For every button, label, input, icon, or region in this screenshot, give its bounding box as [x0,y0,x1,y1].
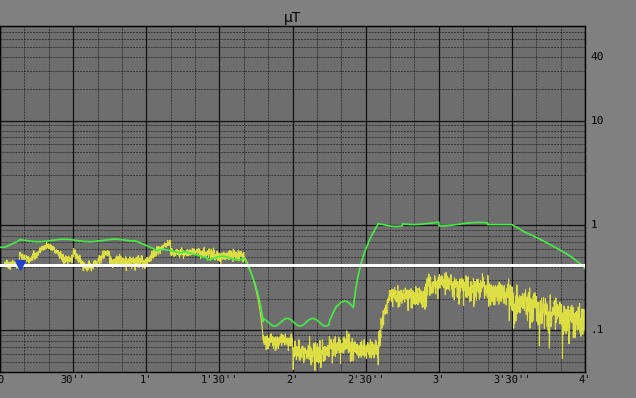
Text: 1: 1 [591,220,597,230]
Text: 40: 40 [591,53,604,62]
Text: .1: .1 [591,326,604,336]
Text: 10: 10 [591,115,604,126]
Title: μT: μT [284,11,301,25]
